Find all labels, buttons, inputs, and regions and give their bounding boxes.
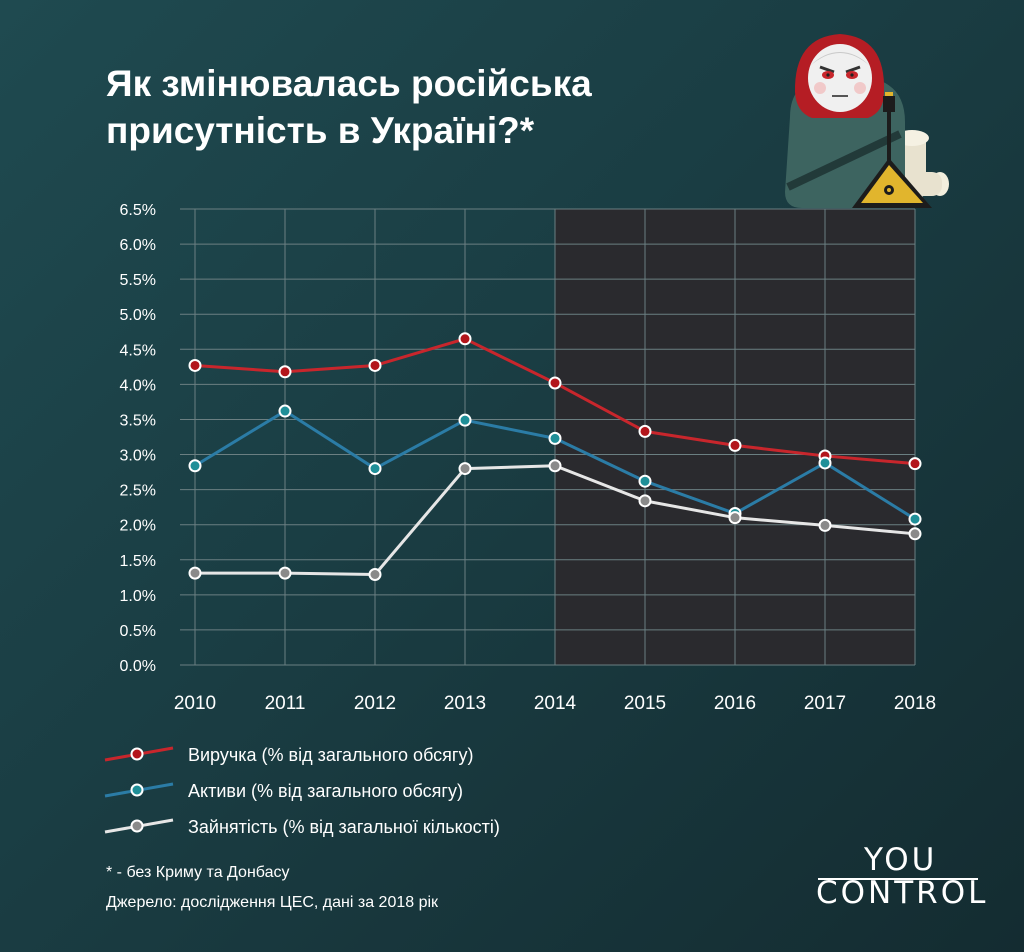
y-tick-label: 0.0%: [120, 658, 156, 675]
point-employment: [548, 459, 562, 473]
point-revenue: [728, 438, 742, 452]
point-assets: [638, 474, 652, 488]
legend-swatch-assets: [104, 782, 174, 798]
y-tick-label: 5.0%: [120, 307, 156, 324]
point-employment: [278, 566, 292, 580]
legend-label-assets: Активи (% від загального обсягу): [188, 781, 463, 801]
y-tick-label: 6.0%: [120, 237, 156, 254]
series-layer: [188, 332, 922, 582]
point-revenue: [278, 365, 292, 379]
source-note: Джерело: дослідження ЦЕС, дані за 2018 р…: [106, 894, 439, 911]
point-assets: [908, 512, 922, 526]
y-tick-label: 2.5%: [120, 483, 156, 500]
point-assets: [278, 404, 292, 418]
x-axis: 2010 2011 2012 2013 2014 2015 2016 2017 2018: [174, 693, 936, 714]
logo-line-2: CONTROL: [816, 875, 989, 911]
legend-item-revenue: Виручка (% від загального обсягу): [104, 740, 704, 770]
y-tick-label: 3.0%: [120, 448, 156, 465]
x-tick-label: 2011: [265, 693, 306, 714]
chart-grid: [180, 208, 916, 666]
point-revenue: [638, 424, 652, 438]
point-revenue: [188, 358, 202, 372]
point-assets: [458, 413, 472, 427]
y-tick-label: 1.0%: [120, 588, 156, 605]
point-assets: [188, 459, 202, 473]
point-employment: [728, 511, 742, 525]
x-tick-label: 2014: [534, 693, 577, 714]
point-assets: [548, 431, 562, 445]
matryoshka-balalaika-icon: [785, 34, 949, 208]
x-tick-label: 2018: [894, 693, 936, 714]
point-employment: [458, 462, 472, 476]
point-revenue: [908, 457, 922, 471]
logo-divider: [818, 878, 978, 880]
y-tick-label: 1.5%: [120, 553, 156, 570]
legend-item-employment: Зайнятість (% від загальної кількості): [104, 812, 704, 842]
x-tick-label: 2015: [624, 693, 666, 714]
y-tick-label: 6.5%: [120, 202, 156, 219]
point-employment: [908, 527, 922, 541]
y-tick-label: 2.0%: [120, 518, 156, 535]
page-title: Як змінювалась російська присутність в У…: [106, 63, 592, 151]
y-tick-label: 4.0%: [120, 377, 156, 394]
x-tick-label: 2016: [714, 693, 756, 714]
point-assets: [368, 462, 382, 476]
point-assets: [818, 456, 832, 470]
point-employment: [188, 566, 202, 580]
point-employment: [818, 518, 832, 532]
legend-swatch-revenue: [104, 746, 174, 762]
youcontrol-logo: YOU CONTROL: [814, 842, 985, 912]
y-tick-label: 0.5%: [120, 623, 156, 640]
footnote: * - без Криму та Донбасу: [106, 864, 290, 881]
legend-item-assets: Активи (% від загального обсягу): [104, 776, 704, 806]
point-revenue: [368, 358, 382, 372]
x-tick-label: 2013: [444, 693, 486, 714]
point-employment: [638, 494, 652, 508]
legend-label-employment: Зайнятість (% від загальної кількості): [188, 817, 500, 837]
legend-label-revenue: Виручка (% від загального обсягу): [188, 745, 474, 765]
x-tick-label: 2012: [354, 693, 396, 714]
x-tick-label: 2010: [174, 693, 216, 714]
logo-line-1: YOU: [864, 842, 938, 878]
point-revenue: [458, 332, 472, 346]
point-revenue: [548, 376, 562, 390]
y-tick-label: 5.5%: [120, 272, 156, 289]
legend-swatch-employment: [104, 818, 174, 834]
point-employment: [368, 568, 382, 582]
y-tick-label: 3.5%: [120, 412, 156, 429]
x-tick-label: 2017: [804, 693, 846, 714]
y-tick-label: 4.5%: [120, 342, 156, 359]
y-axis: 0.0% 0.5% 1.0% 1.5% 2.0% 2.5% 3.0% 3.5% 4.0% 4.5%…: [120, 202, 156, 675]
